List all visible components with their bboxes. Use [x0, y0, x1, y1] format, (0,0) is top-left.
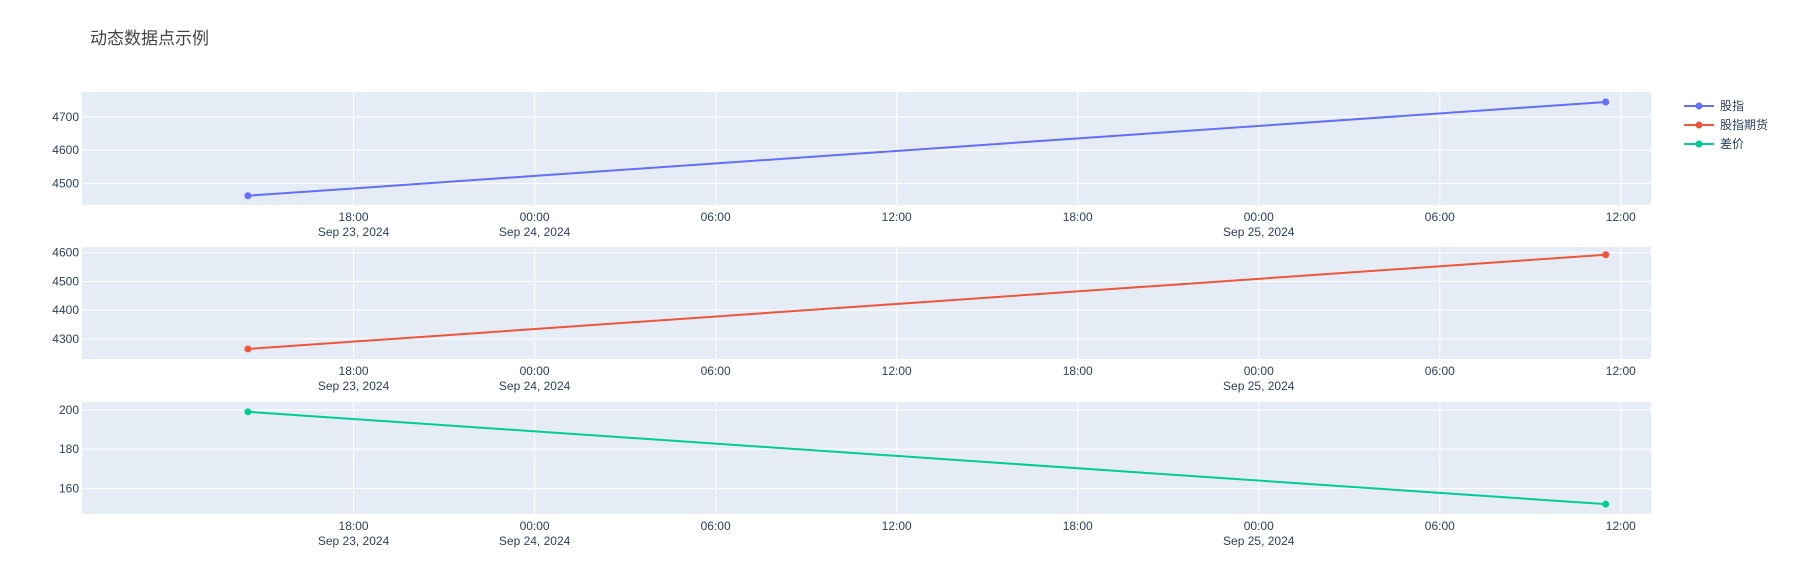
- plot-background: [82, 92, 1651, 205]
- data-point[interactable]: [244, 345, 252, 353]
- x-tick-date-label: Sep 23, 2024: [318, 534, 390, 548]
- x-tick-date-label: Sep 23, 2024: [318, 379, 390, 393]
- x-tick-label: 06:00: [701, 210, 731, 224]
- x-tick-label: 12:00: [882, 519, 912, 533]
- x-tick-label: 18:00: [1063, 519, 1093, 533]
- data-point[interactable]: [1602, 251, 1610, 259]
- legend-swatch-marker: [1695, 140, 1703, 148]
- data-point[interactable]: [244, 408, 252, 416]
- x-tick-label: 12:00: [882, 210, 912, 224]
- y-tick-label: 180: [59, 442, 79, 456]
- x-tick-label: 12:00: [1606, 210, 1636, 224]
- x-tick-label: 18:00: [339, 210, 369, 224]
- x-tick-label: 00:00: [1244, 364, 1274, 378]
- x-tick-label: 06:00: [1425, 210, 1455, 224]
- x-tick-label: 06:00: [701, 364, 731, 378]
- x-tick-label: 18:00: [1063, 364, 1093, 378]
- y-tick-label: 4600: [52, 246, 79, 260]
- data-point[interactable]: [244, 192, 252, 200]
- x-tick-date-label: Sep 25, 2024: [1223, 379, 1295, 393]
- y-tick-label: 4500: [52, 176, 79, 190]
- legend-swatch-marker: [1695, 102, 1703, 110]
- x-tick-date-label: Sep 25, 2024: [1223, 534, 1295, 548]
- y-tick-label: 4400: [52, 303, 79, 317]
- y-tick-label: 160: [59, 481, 79, 495]
- x-tick-label: 18:00: [339, 519, 369, 533]
- y-tick-label: 4300: [52, 332, 79, 346]
- legend-label: 差价: [1720, 137, 1744, 151]
- y-tick-label: 4700: [52, 110, 79, 124]
- x-tick-label: 06:00: [701, 519, 731, 533]
- legend-item[interactable]: 差价: [1684, 137, 1744, 151]
- x-tick-label: 00:00: [520, 364, 550, 378]
- plot-background: [82, 402, 1651, 514]
- x-tick-date-label: Sep 24, 2024: [499, 225, 571, 239]
- x-tick-label: 00:00: [1244, 519, 1274, 533]
- x-tick-date-label: Sep 24, 2024: [499, 379, 571, 393]
- plot-background: [82, 247, 1651, 359]
- series-line: [247, 410, 1606, 506]
- y-tick-label: 4600: [52, 143, 79, 157]
- x-tick-label: 18:00: [1063, 210, 1093, 224]
- x-tick-label: 00:00: [520, 210, 550, 224]
- legend-swatch-marker: [1695, 121, 1703, 129]
- x-tick-label: 00:00: [520, 519, 550, 533]
- x-tick-date-label: Sep 23, 2024: [318, 225, 390, 239]
- x-tick-date-label: Sep 24, 2024: [499, 534, 571, 548]
- x-tick-label: 12:00: [1606, 364, 1636, 378]
- y-tick-label: 4500: [52, 274, 79, 288]
- chart-title: 动态数据点示例: [90, 29, 209, 49]
- y-tick-label: 200: [59, 403, 79, 417]
- x-tick-label: 12:00: [882, 364, 912, 378]
- x-tick-label: 06:00: [1425, 364, 1455, 378]
- x-tick-label: 18:00: [339, 364, 369, 378]
- data-point[interactable]: [1602, 500, 1610, 508]
- series-line: [247, 100, 1606, 197]
- x-tick-label: 06:00: [1425, 519, 1455, 533]
- data-point[interactable]: [1602, 98, 1610, 106]
- legend-item[interactable]: 股指期货: [1684, 117, 1768, 132]
- legend-item[interactable]: 股指: [1684, 98, 1744, 113]
- x-tick-label: 00:00: [1244, 210, 1274, 224]
- x-tick-label: 12:00: [1606, 519, 1636, 533]
- series-line: [247, 253, 1606, 350]
- legend-label: 股指: [1720, 98, 1744, 113]
- legend-label: 股指期货: [1720, 117, 1768, 132]
- x-tick-date-label: Sep 25, 2024: [1223, 225, 1295, 239]
